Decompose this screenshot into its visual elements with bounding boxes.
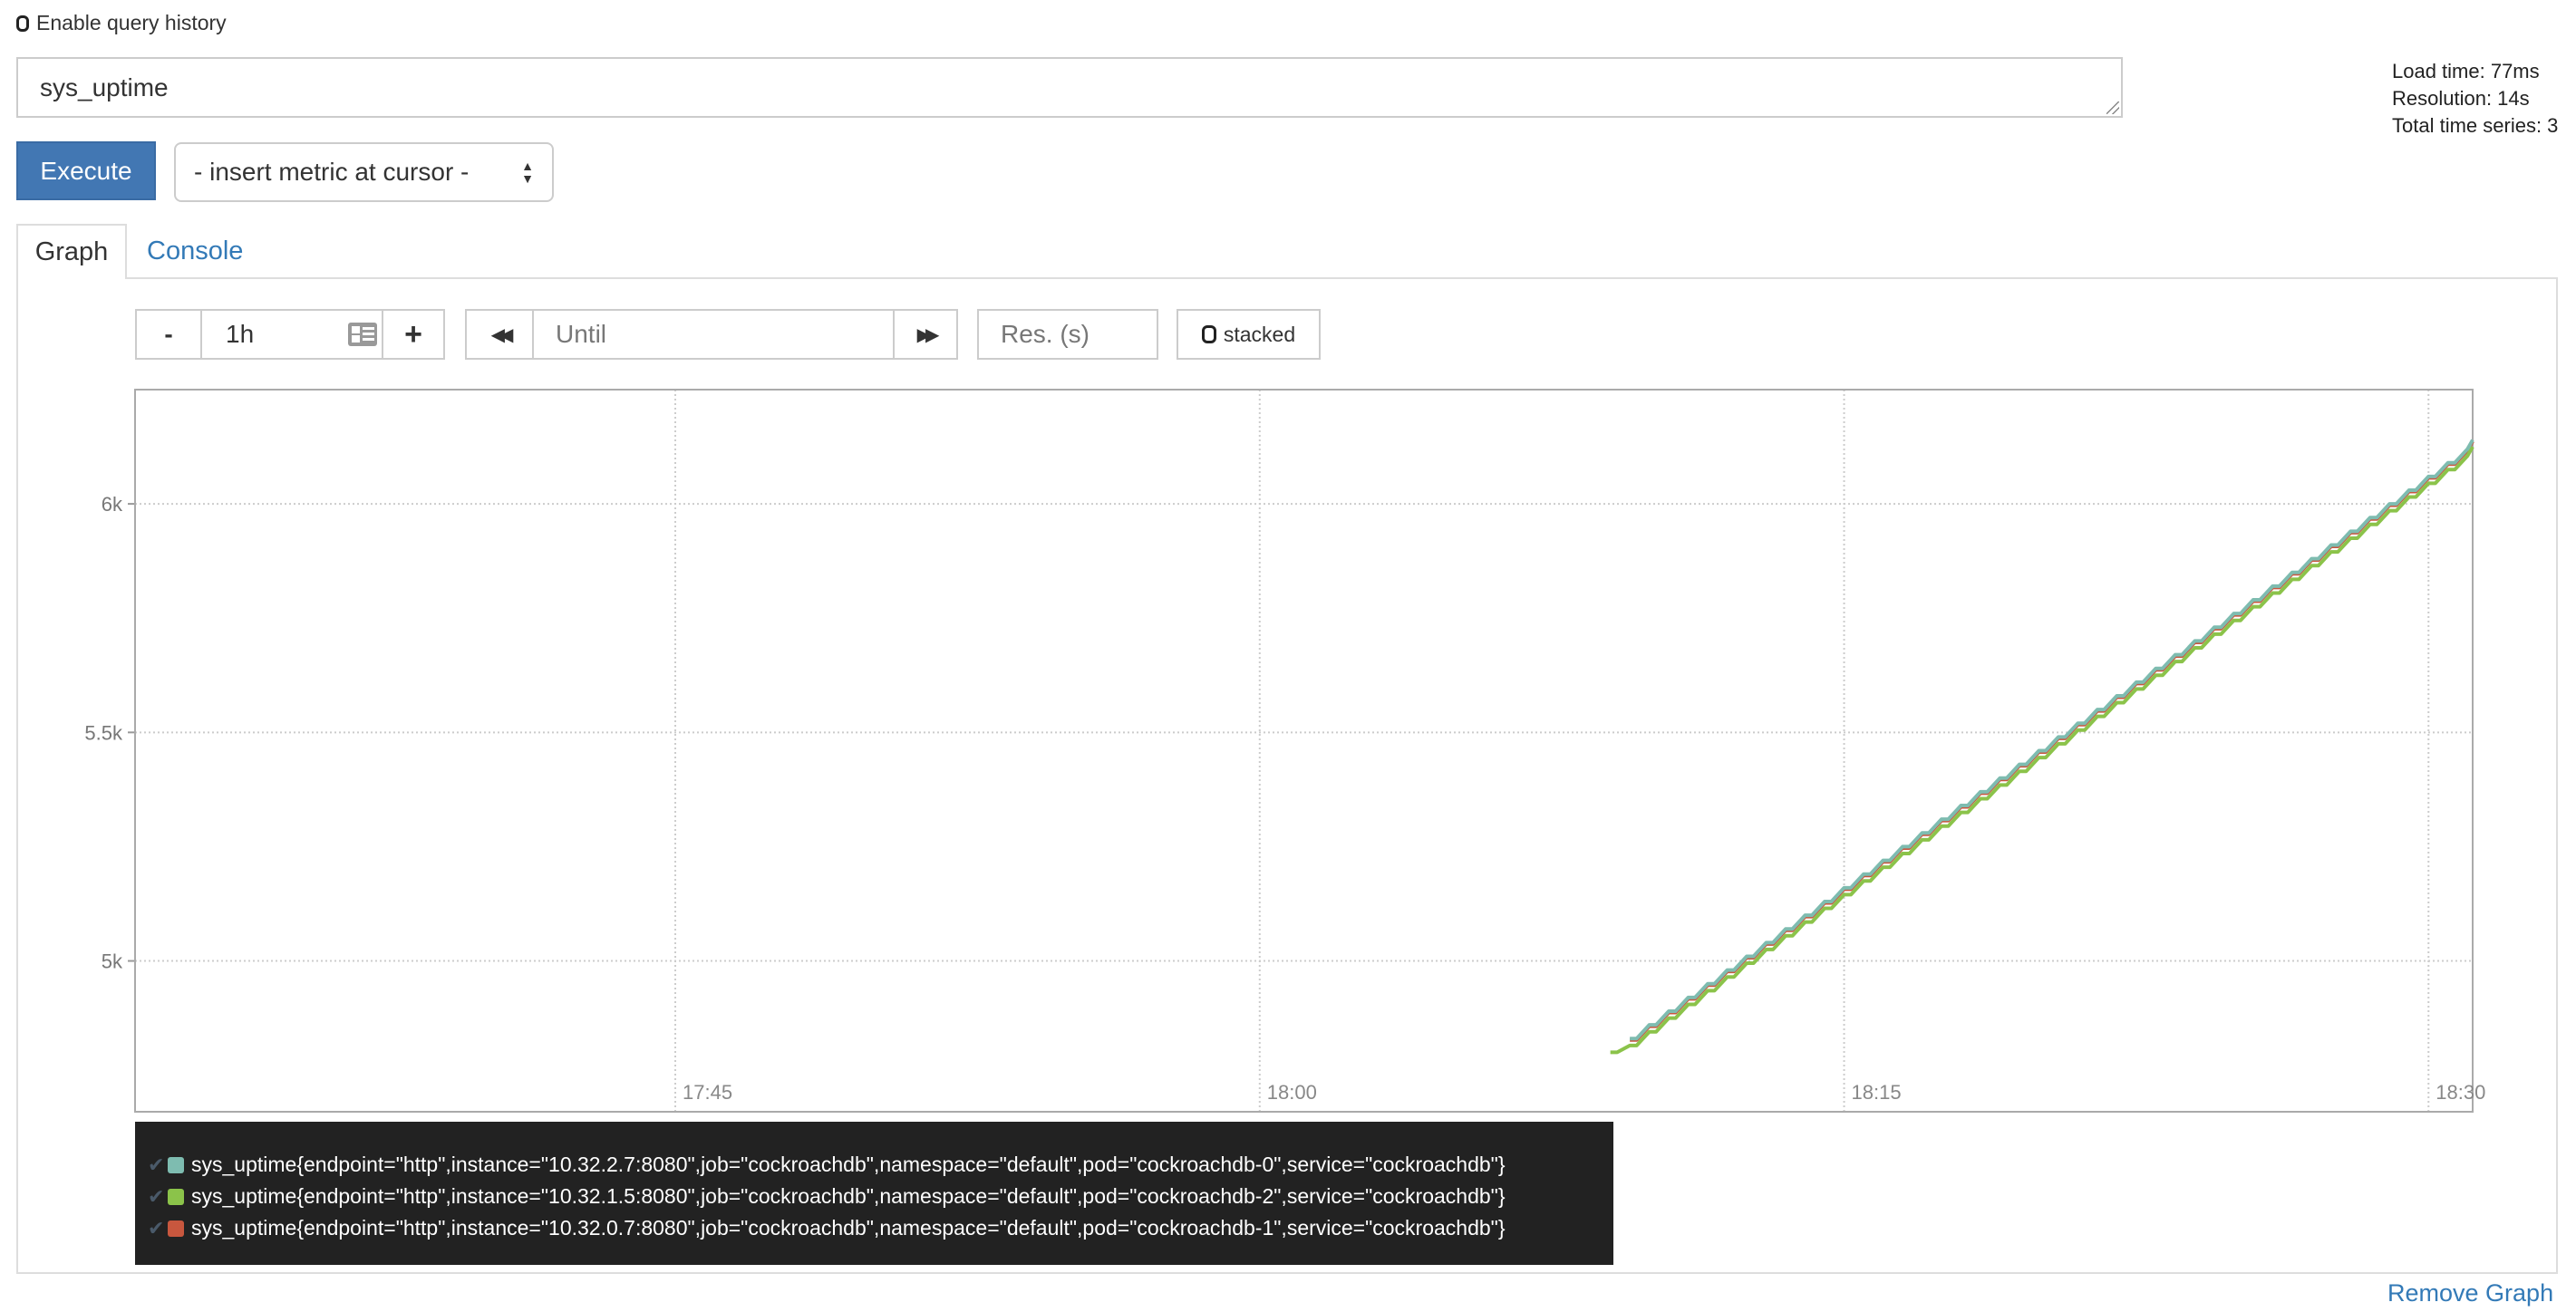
x-tick-label: 18:15 xyxy=(1852,1081,1902,1104)
total-series: Total time series: 3 xyxy=(2392,114,2559,137)
select-arrows-icon: ▲ ▼ xyxy=(521,159,534,186)
series-line xyxy=(1610,446,2474,1055)
x-tick-label: 18:00 xyxy=(1267,1081,1317,1104)
x-tick-label: 17:45 xyxy=(683,1081,732,1104)
check-icon: ✔ xyxy=(148,1216,165,1240)
tab-console[interactable]: Console xyxy=(147,236,244,265)
query-history-checkbox[interactable] xyxy=(16,14,29,32)
tab-bar: Graph Console xyxy=(16,224,263,279)
range-value: 1h xyxy=(226,320,255,348)
series-line xyxy=(1630,440,2474,1042)
tab-joint xyxy=(18,275,125,279)
series-swatch xyxy=(168,1188,184,1205)
legend-label: sys_uptime{endpoint="http",instance="10.… xyxy=(191,1153,1506,1176)
load-time: Load time: 77ms xyxy=(2392,60,2540,82)
time-back-button[interactable]: ◀◀ xyxy=(467,311,534,358)
range-decrease-button[interactable]: - xyxy=(137,311,202,358)
end-time-control: ◀◀ Until ▶▶ xyxy=(465,309,958,360)
stacked-toggle[interactable]: stacked xyxy=(1177,309,1321,360)
plot-border xyxy=(134,389,2474,1113)
check-icon: ✔ xyxy=(148,1184,165,1208)
until-input[interactable]: Until xyxy=(534,311,895,358)
graph-panel xyxy=(16,277,2558,1274)
insert-metric-selected: - insert metric at cursor - xyxy=(194,158,470,186)
time-forward-button[interactable]: ▶▶ xyxy=(895,311,956,358)
forward-icon: ▶▶ xyxy=(916,324,940,345)
execute-button[interactable]: Execute xyxy=(16,141,156,200)
stacked-label: stacked xyxy=(1223,322,1296,346)
backward-icon: ◀◀ xyxy=(490,324,514,345)
remove-graph-link[interactable]: Remove Graph xyxy=(2387,1279,2554,1307)
stacked-checkbox[interactable] xyxy=(1201,325,1216,343)
resize-grip-icon[interactable] xyxy=(2105,100,2119,114)
resolution-input[interactable]: Res. (s) xyxy=(977,309,1158,360)
query-history-label: Enable query history xyxy=(36,11,227,34)
query-stats: Load time: 77ms Resolution: 14s Total ti… xyxy=(2392,58,2558,140)
legend-item[interactable]: ✔ sys_uptime{endpoint="http",instance="10… xyxy=(148,1181,1613,1212)
range-increase-button[interactable]: + xyxy=(404,316,422,352)
series-line xyxy=(1630,439,2474,1041)
resolution: Resolution: 14s xyxy=(2392,87,2530,110)
tab-graph[interactable]: Graph xyxy=(16,224,127,279)
check-icon: ✔ xyxy=(148,1153,165,1176)
series-swatch xyxy=(168,1156,184,1173)
insert-metric-select[interactable]: - insert metric at cursor - ▲ ▼ xyxy=(174,142,554,202)
y-tick-label: 6k xyxy=(102,493,123,516)
y-tick-label: 5.5k xyxy=(84,721,123,744)
expression-input[interactable]: sys_uptime xyxy=(16,57,2123,118)
legend-label: sys_uptime{endpoint="http",instance="10.… xyxy=(191,1216,1506,1240)
y-tick-label: 5k xyxy=(102,950,123,973)
legend-label: sys_uptime{endpoint="http",instance="10.… xyxy=(191,1184,1506,1208)
range-input[interactable]: 1h xyxy=(202,311,383,358)
series-swatch xyxy=(168,1220,184,1237)
uptime-chart[interactable]: 5k 5.5k 6k 17:45 18:00 18:15 18:30 xyxy=(73,381,2520,1133)
calendar-icon[interactable] xyxy=(347,322,378,347)
range-control: - 1h + xyxy=(135,309,445,360)
graph-legend: ✔ sys_uptime{endpoint="http",instance="10… xyxy=(135,1122,1613,1265)
query-history-toggle[interactable]: Enable query history xyxy=(16,11,227,35)
x-tick-label: 18:30 xyxy=(2436,1081,2485,1104)
legend-item[interactable]: ✔ sys_uptime{endpoint="http",instance="10… xyxy=(148,1212,1613,1244)
legend-item[interactable]: ✔ sys_uptime{endpoint="http",instance="10… xyxy=(148,1149,1613,1181)
